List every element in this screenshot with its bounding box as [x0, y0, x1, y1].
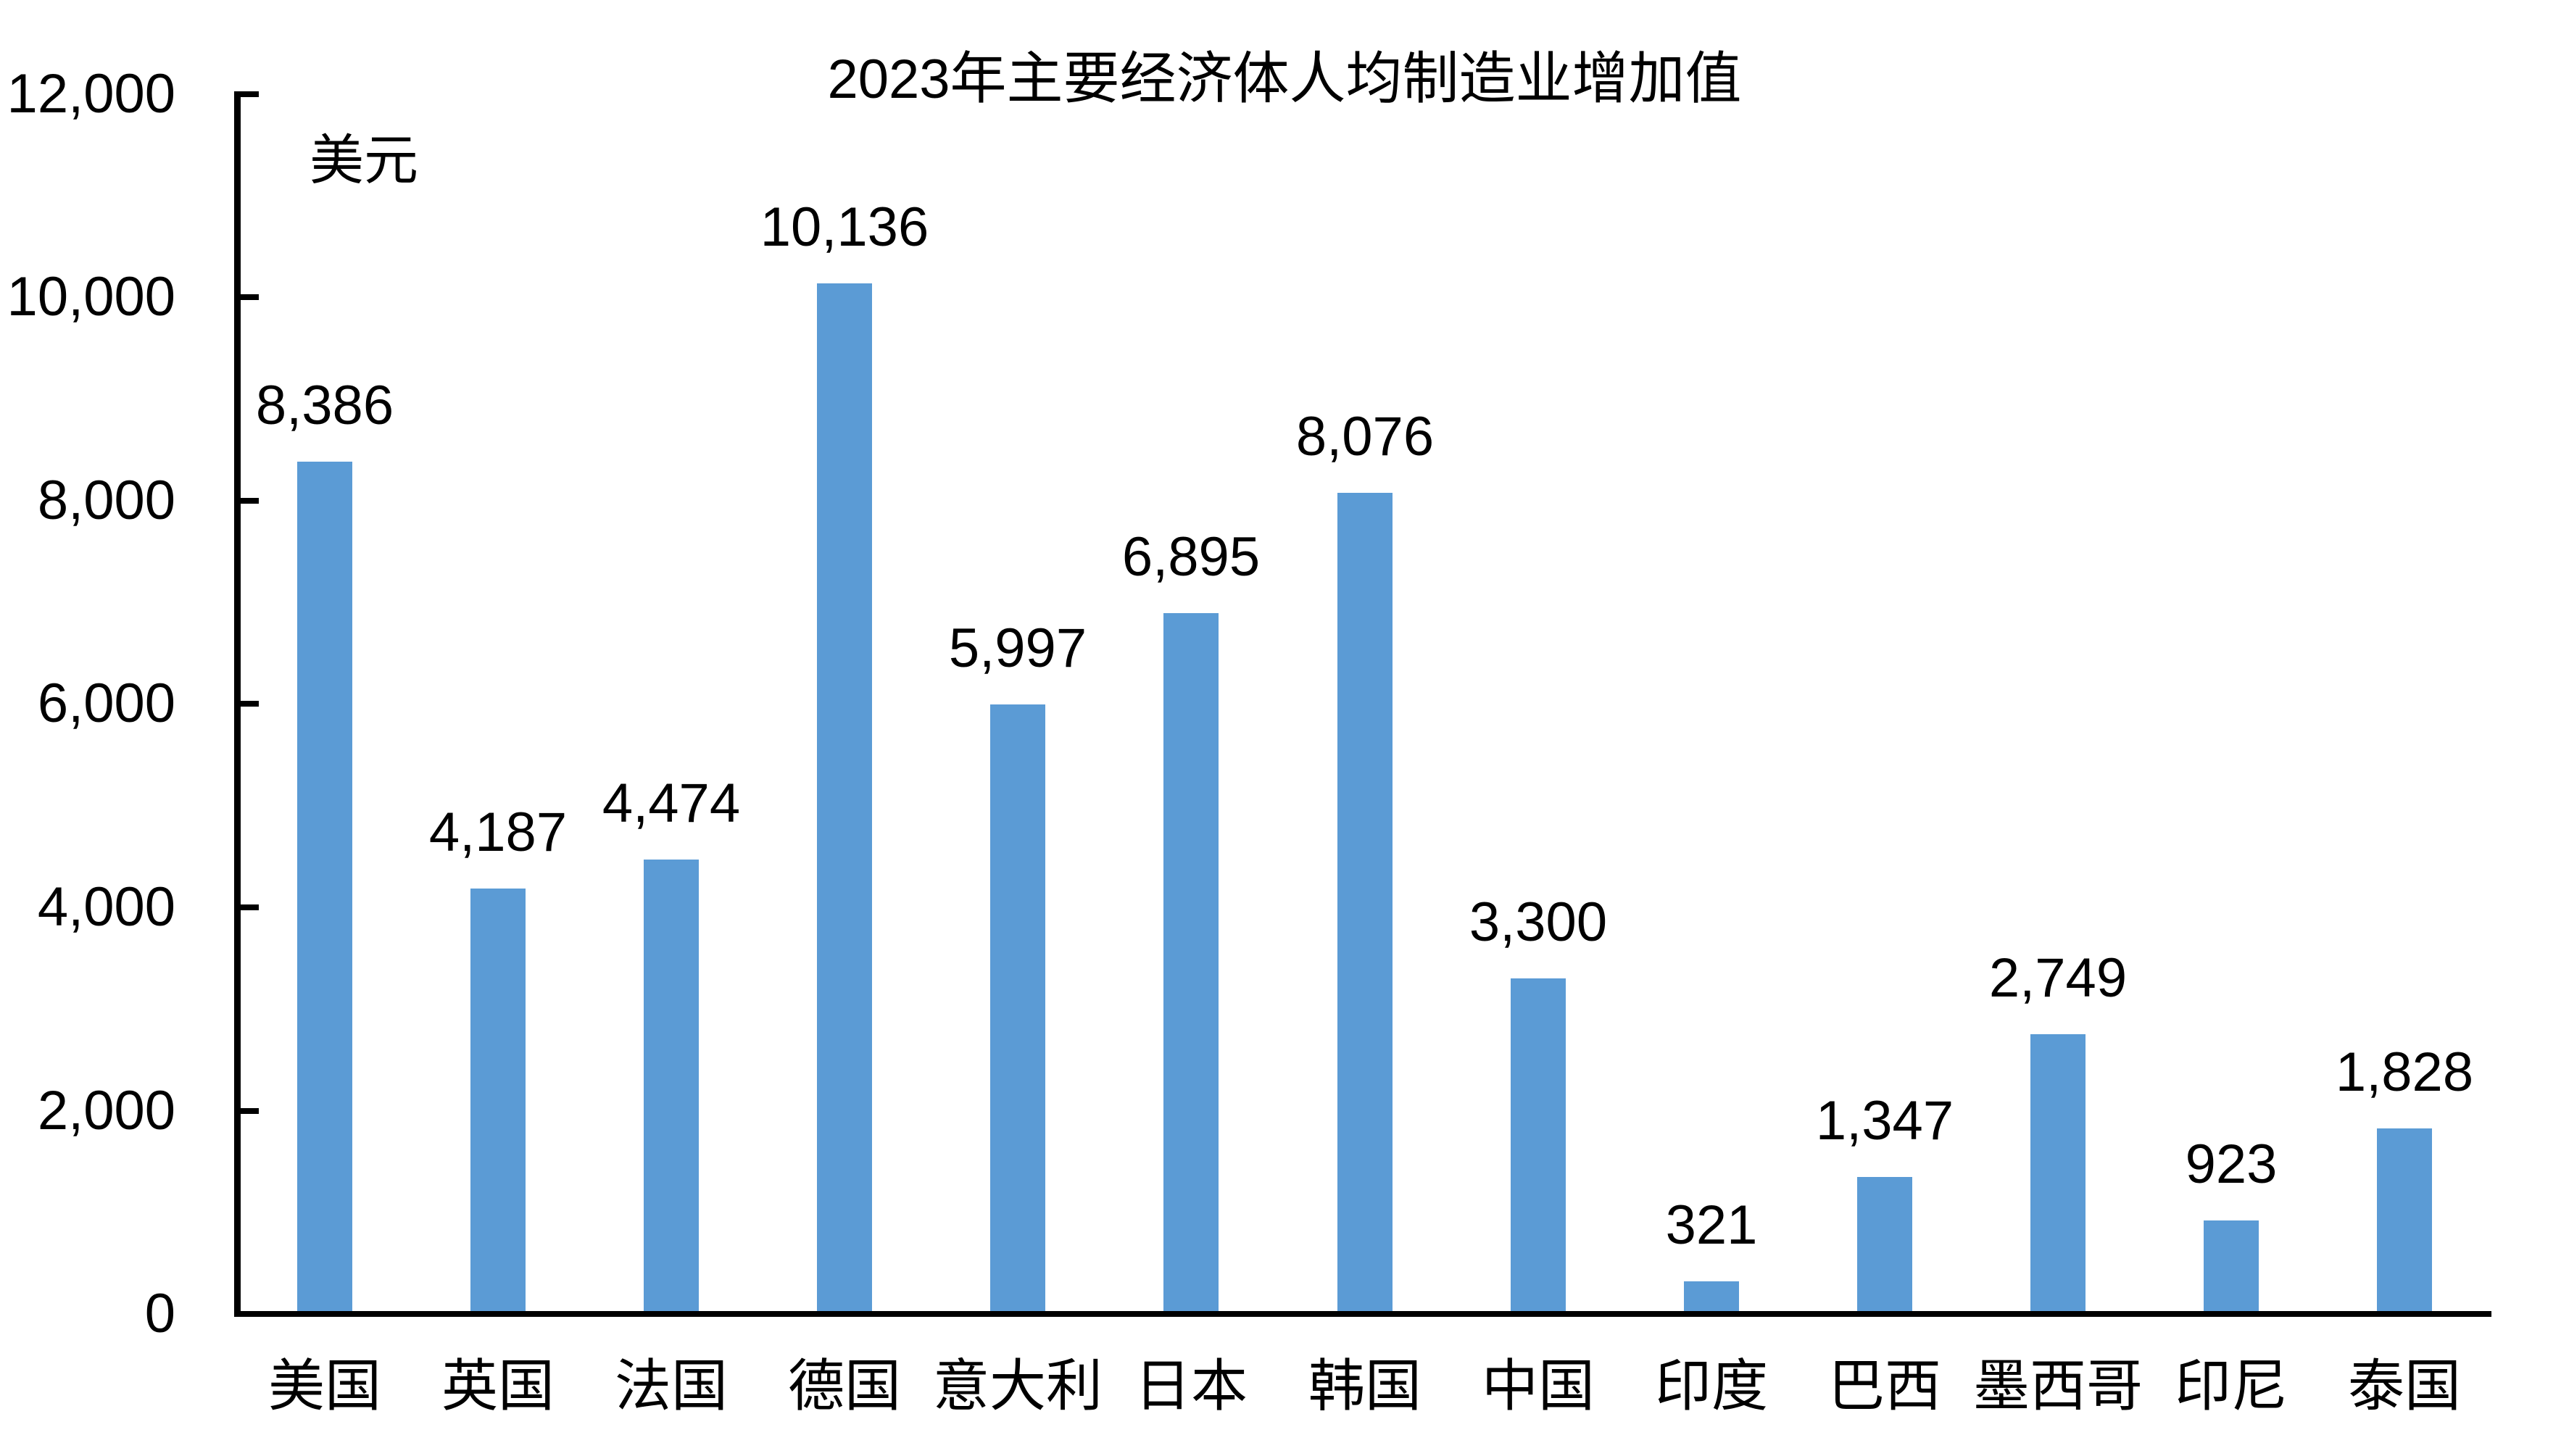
value-label: 923	[2185, 1133, 2278, 1195]
category-label: 法国	[614, 1355, 728, 1418]
value-label: 8,386	[255, 375, 394, 436]
bar	[2377, 1128, 2432, 1314]
bar	[817, 283, 872, 1314]
y-tick-mark	[240, 294, 259, 300]
bar	[2030, 1034, 2086, 1314]
value-label: 4,474	[602, 773, 741, 834]
category-label: 英国	[441, 1355, 555, 1418]
bar	[470, 889, 526, 1314]
value-label: 3,300	[1469, 891, 1608, 953]
category-label: 中国	[1481, 1355, 1595, 1418]
y-tick-label: 0	[144, 1283, 175, 1344]
bar	[2204, 1220, 2259, 1314]
value-label: 1,828	[2335, 1041, 2474, 1103]
value-label: 2,749	[1988, 947, 2128, 1009]
category-label: 印度	[1654, 1355, 1768, 1418]
category-label: 美国	[267, 1355, 381, 1418]
bar	[1857, 1177, 1912, 1314]
category-label: 德国	[787, 1355, 901, 1418]
category-label: 意大利	[932, 1355, 1103, 1418]
category-label: 韩国	[1308, 1355, 1422, 1418]
bar	[1511, 978, 1566, 1314]
y-tick-mark	[240, 701, 259, 707]
bar	[990, 704, 1045, 1314]
chart-title-text: 年主要经济体人均制造业增加值	[950, 47, 1742, 110]
y-tick-mark	[240, 91, 259, 97]
y-tick-label: 8,000	[37, 470, 175, 531]
y-axis-line	[234, 91, 241, 1317]
category-label: 印尼	[2174, 1355, 2288, 1418]
chart-title-year: 2023	[827, 49, 950, 110]
x-axis-line	[234, 1311, 2491, 1317]
category-label: 巴西	[1827, 1355, 1941, 1418]
y-tick-mark	[240, 498, 259, 504]
value-label: 6,895	[1121, 526, 1261, 588]
value-label: 5,997	[948, 617, 1087, 679]
value-label: 8,076	[1295, 406, 1435, 467]
chart-title: 2023年主要经济体人均制造业增加值	[0, 51, 2569, 107]
y-tick-label: 10,000	[7, 266, 175, 328]
bar	[1337, 493, 1393, 1314]
y-tick-label: 12,000	[7, 63, 175, 125]
value-label: 321	[1665, 1194, 1758, 1256]
y-tick-label: 6,000	[37, 673, 175, 734]
value-label: 4,187	[428, 802, 568, 863]
y-tick-mark	[240, 1108, 259, 1114]
y-tick-label: 4,000	[37, 876, 175, 938]
value-label: 10,136	[760, 196, 929, 258]
bar	[297, 462, 352, 1314]
category-label: 墨西哥	[1972, 1355, 2143, 1418]
bar	[1684, 1281, 1739, 1314]
y-axis-unit-label: 美元	[310, 131, 419, 191]
bar	[1163, 613, 1219, 1314]
category-label: 泰国	[2347, 1355, 2461, 1418]
category-label: 日本	[1134, 1355, 1248, 1418]
bar	[644, 860, 699, 1314]
y-tick-label: 2,000	[37, 1080, 175, 1141]
y-tick-mark	[240, 904, 259, 910]
value-label: 1,347	[1815, 1090, 1954, 1152]
